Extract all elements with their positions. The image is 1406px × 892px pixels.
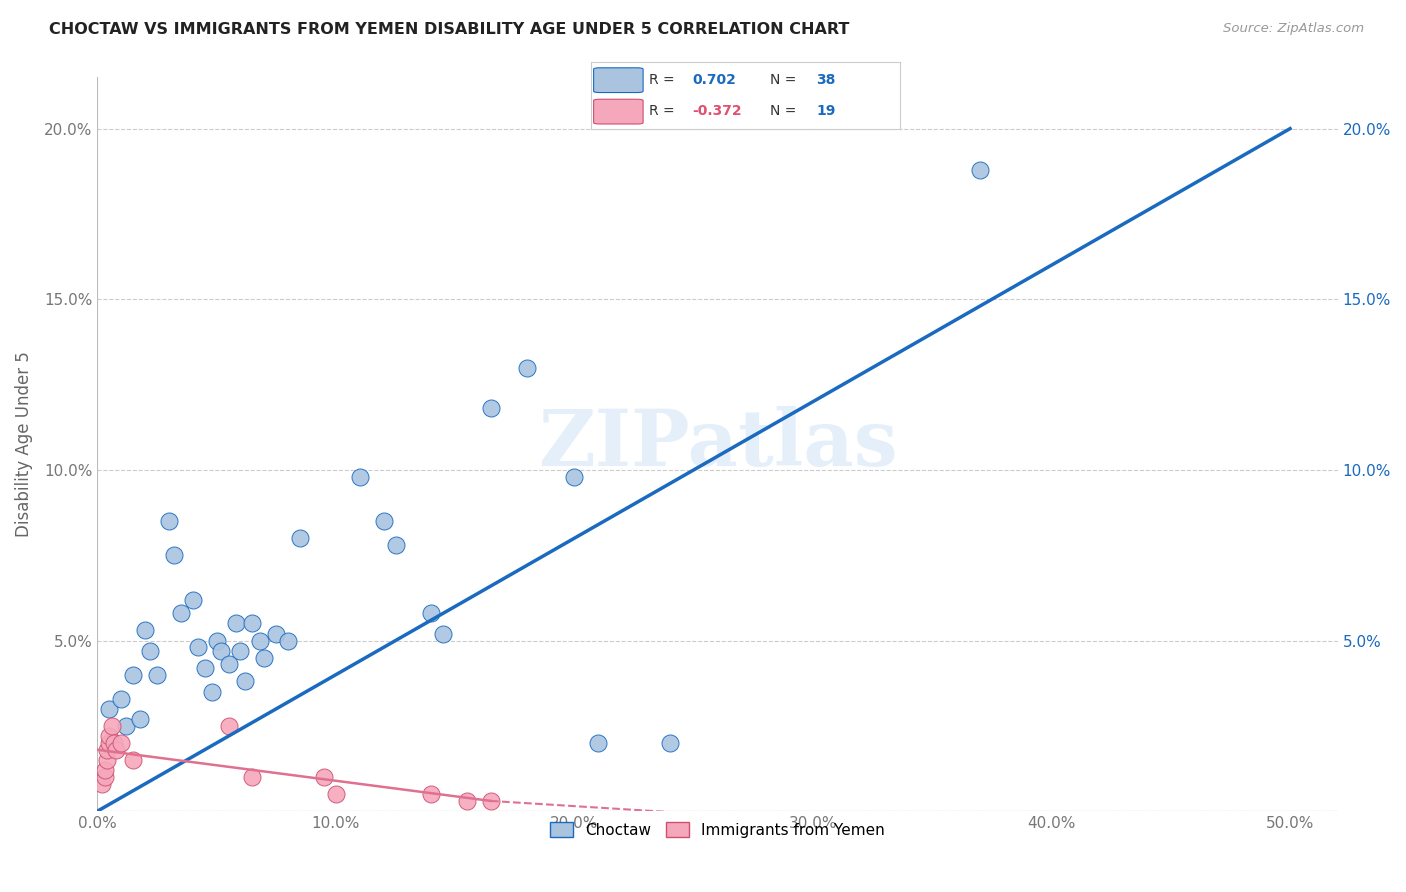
Point <box>105 743 128 757</box>
Point <box>373 514 395 528</box>
Text: ZIPatlas: ZIPatlas <box>537 407 897 483</box>
Point <box>456 794 478 808</box>
Point <box>157 514 180 528</box>
Point <box>139 644 162 658</box>
Point <box>134 624 156 638</box>
Point <box>249 633 271 648</box>
Point <box>98 736 121 750</box>
Point <box>181 592 204 607</box>
FancyBboxPatch shape <box>593 99 643 124</box>
Point <box>564 469 586 483</box>
Point <box>253 650 276 665</box>
Point <box>969 162 991 177</box>
Point <box>91 777 114 791</box>
Point <box>225 616 247 631</box>
Point <box>312 770 335 784</box>
Point <box>264 626 287 640</box>
Text: N =: N = <box>770 73 800 87</box>
Point <box>205 633 228 648</box>
Point <box>201 684 224 698</box>
Point <box>229 644 252 658</box>
Point <box>122 753 145 767</box>
Text: 38: 38 <box>817 73 835 87</box>
FancyBboxPatch shape <box>593 68 643 93</box>
Point <box>98 702 121 716</box>
Point <box>516 360 538 375</box>
Point <box>186 640 208 655</box>
Text: R =: R = <box>650 73 679 87</box>
Text: -0.372: -0.372 <box>693 104 742 119</box>
Point <box>129 712 152 726</box>
Point <box>115 719 138 733</box>
Y-axis label: Disability Age Under 5: Disability Age Under 5 <box>15 351 32 537</box>
Point <box>242 616 264 631</box>
Point <box>96 743 118 757</box>
Point <box>103 736 125 750</box>
Text: CHOCTAW VS IMMIGRANTS FROM YEMEN DISABILITY AGE UNDER 5 CORRELATION CHART: CHOCTAW VS IMMIGRANTS FROM YEMEN DISABIL… <box>49 22 849 37</box>
Point <box>384 538 406 552</box>
Point <box>209 644 232 658</box>
Text: 19: 19 <box>817 104 835 119</box>
Point <box>277 633 299 648</box>
Point <box>349 469 371 483</box>
Legend: Choctaw, Immigrants from Yemen: Choctaw, Immigrants from Yemen <box>544 815 891 844</box>
Point <box>479 401 502 416</box>
Point <box>100 719 122 733</box>
Point <box>110 691 132 706</box>
Point <box>588 736 610 750</box>
Text: Source: ZipAtlas.com: Source: ZipAtlas.com <box>1223 22 1364 36</box>
Point <box>658 736 681 750</box>
Point <box>122 667 145 681</box>
Point <box>420 787 443 801</box>
Point <box>288 531 311 545</box>
Point <box>479 794 502 808</box>
Point <box>420 606 443 620</box>
Point <box>194 661 217 675</box>
Point <box>146 667 169 681</box>
Point <box>233 674 256 689</box>
Point <box>96 753 118 767</box>
Text: R =: R = <box>650 104 679 119</box>
Point <box>110 736 132 750</box>
Point <box>98 729 121 743</box>
Point <box>93 770 115 784</box>
Point <box>93 763 115 777</box>
Point <box>218 657 240 672</box>
Point <box>432 626 454 640</box>
Text: N =: N = <box>770 104 800 119</box>
Point <box>325 787 347 801</box>
Point <box>163 548 186 562</box>
Text: 0.702: 0.702 <box>693 73 737 87</box>
Point <box>218 719 240 733</box>
Point <box>242 770 264 784</box>
Point <box>170 606 193 620</box>
